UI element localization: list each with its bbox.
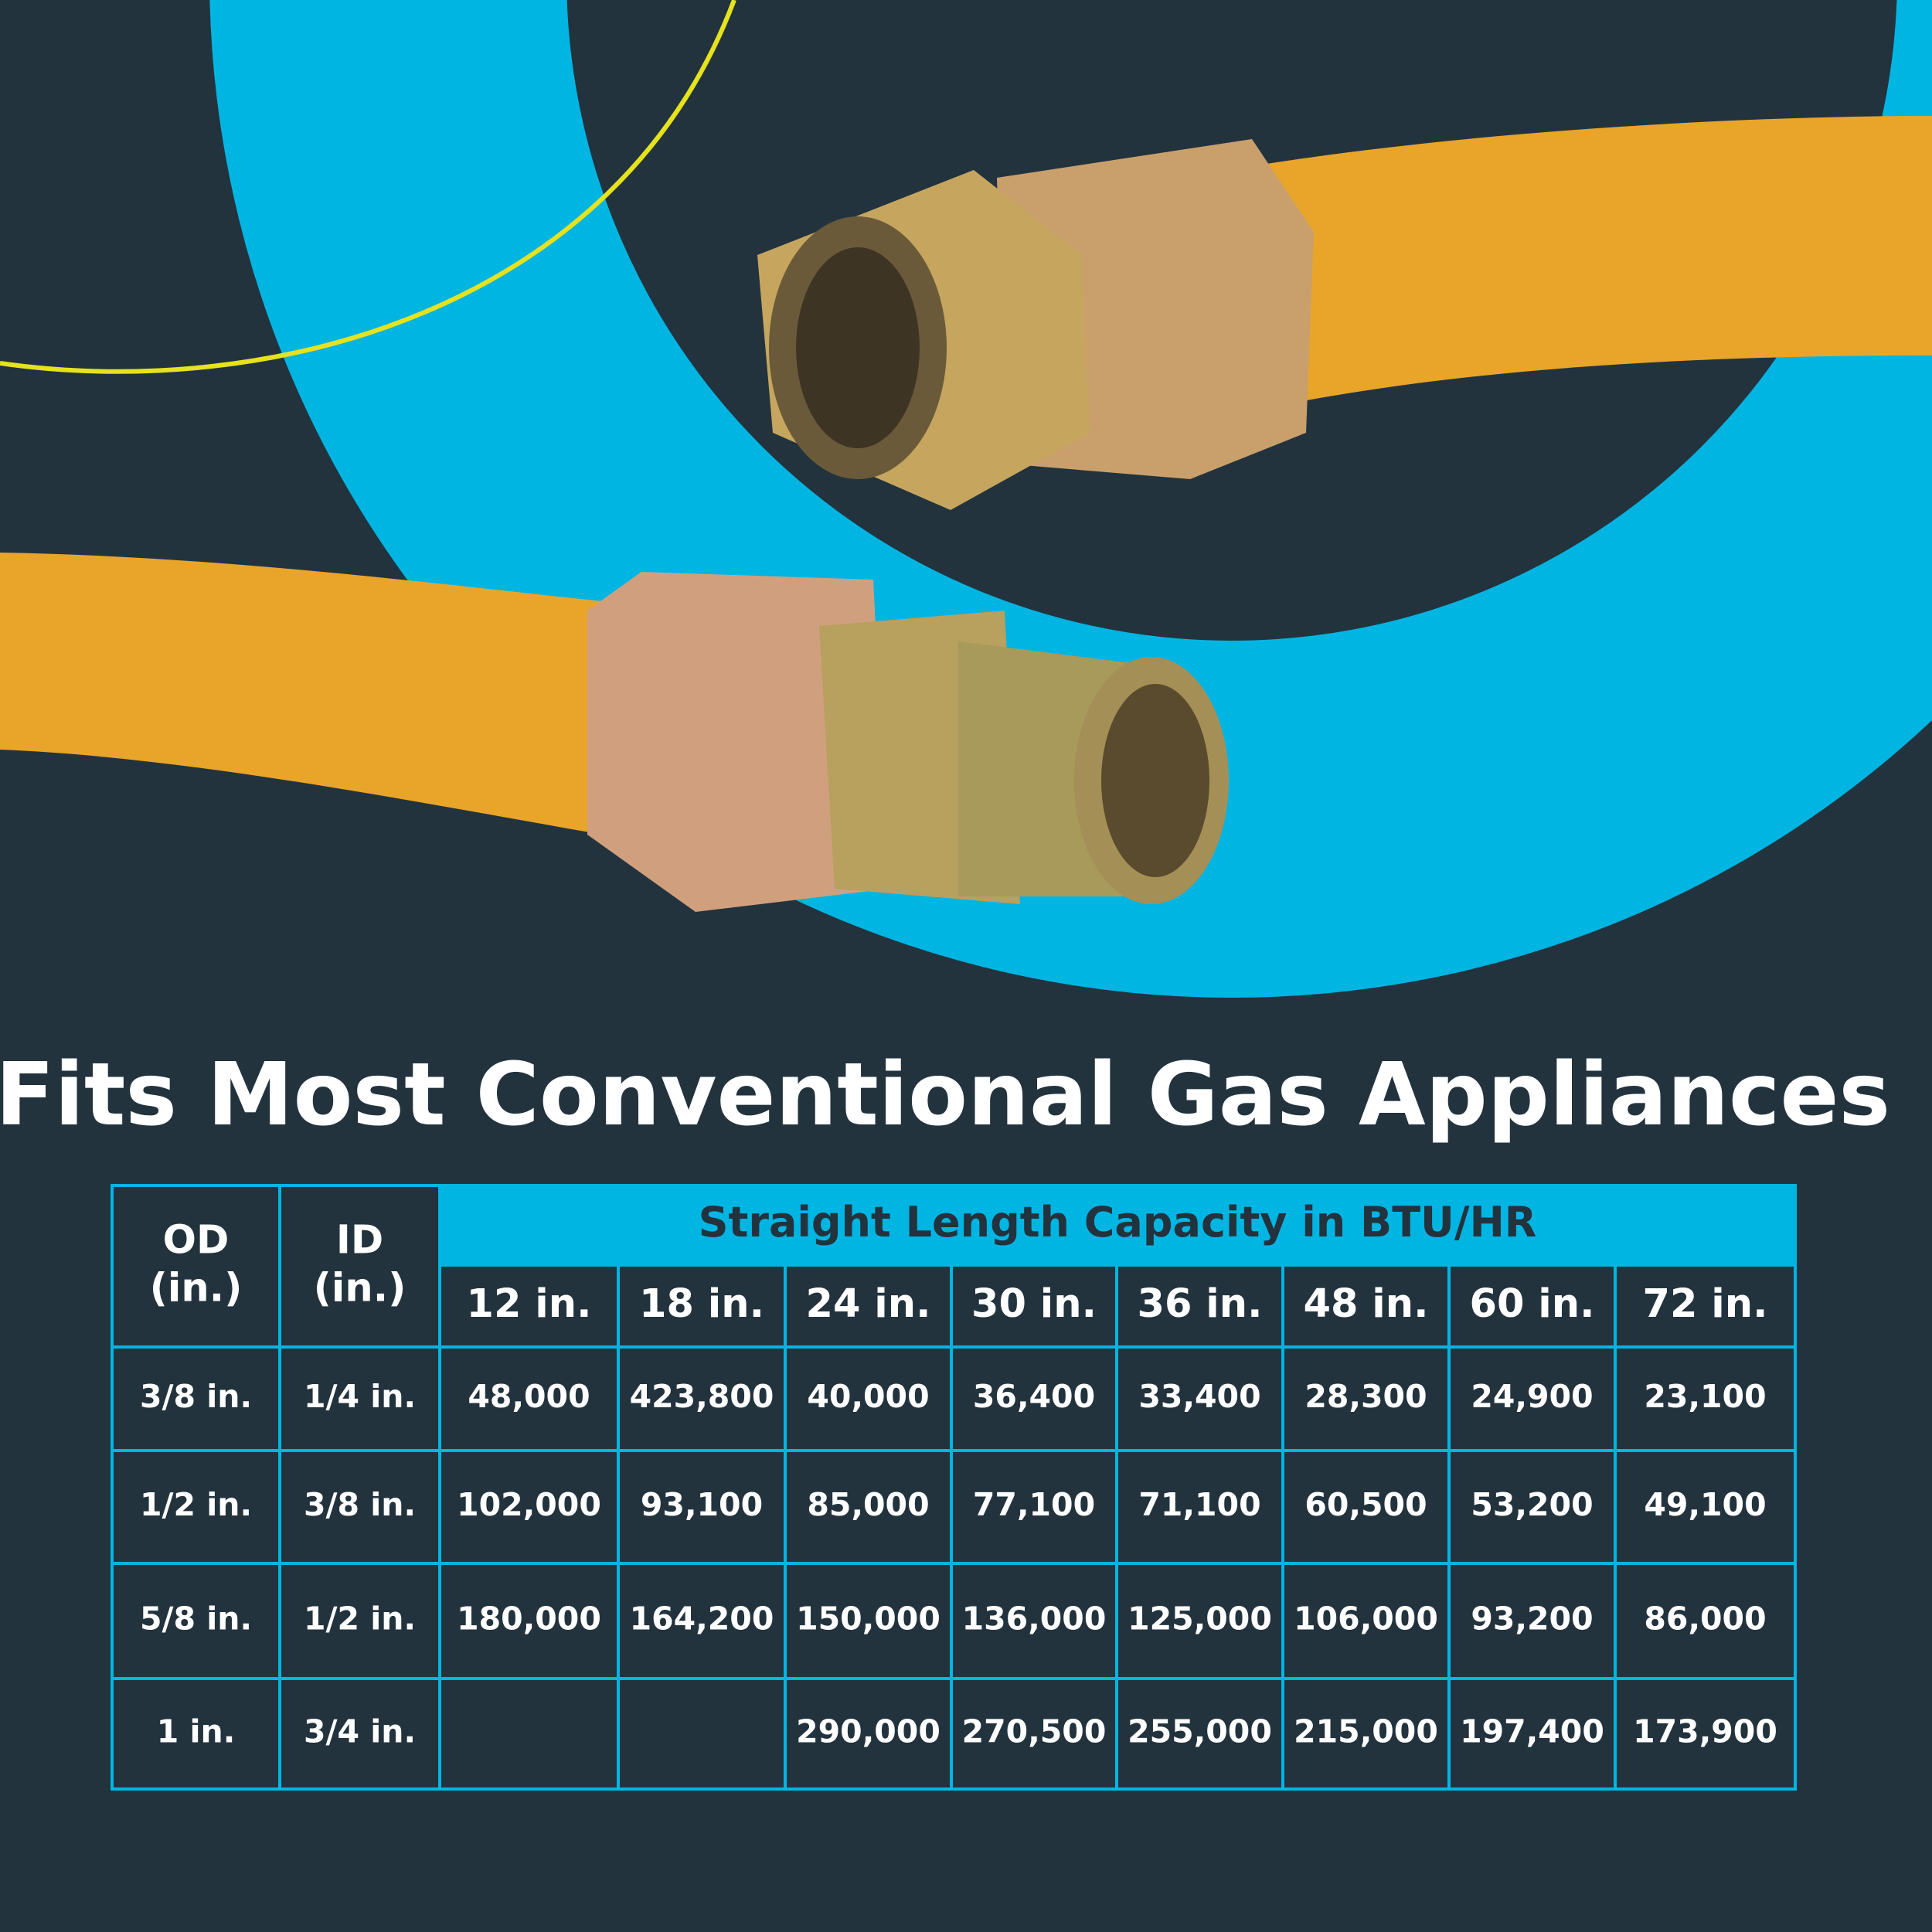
capacity-cell: 106,000 — [1294, 1600, 1438, 1638]
fitting-upper — [757, 139, 1314, 510]
capacity-cell: 23,100 — [1644, 1378, 1766, 1415]
yellow-arc — [0, 0, 736, 374]
capacity-cell: 197,400 — [1460, 1713, 1604, 1750]
capacity-cell: 164,200 — [630, 1600, 774, 1638]
capacity-cell: 270,500 — [962, 1713, 1107, 1750]
capacity-cell: 24,900 — [1471, 1378, 1593, 1415]
capacity-cell: 102,000 — [457, 1486, 601, 1523]
table-border — [111, 1184, 1797, 1791]
capacity-cell: 180,000 — [457, 1600, 601, 1638]
column-header: OD — [163, 1218, 230, 1264]
fitting-lower — [587, 572, 1229, 912]
capacity-cell: 290,000 — [796, 1713, 940, 1750]
length-header: 48 in. — [1304, 1281, 1429, 1327]
row-label: 1/2 in. — [304, 1600, 416, 1638]
hose-upper — [1252, 116, 1932, 402]
capacity-cell: 93,200 — [1471, 1600, 1593, 1638]
column-header: (in.) — [150, 1266, 243, 1311]
thread-inner — [796, 247, 920, 448]
row-label: 5/8 in. — [140, 1600, 252, 1638]
capacity-cell: 173,900 — [1633, 1713, 1777, 1750]
length-header: 30 in. — [971, 1281, 1097, 1327]
title: Fits Most Conventional Gas Appliances — [0, 1045, 1890, 1145]
cyan-ring — [209, 0, 1932, 998]
capacity-cell: 150,000 — [796, 1600, 940, 1638]
capacity-cell: 125,000 — [1128, 1600, 1272, 1638]
length-header: 18 in. — [639, 1281, 764, 1327]
group-header-band — [440, 1185, 1795, 1265]
hose-lower — [0, 553, 618, 835]
row-label: 1/4 in. — [304, 1378, 416, 1415]
capacity-cell: 53,200 — [1471, 1486, 1593, 1523]
capacity-cell: 40,000 — [807, 1378, 929, 1415]
capacity-cell: 85,000 — [807, 1486, 929, 1523]
column-header: ID — [336, 1218, 383, 1264]
row-label: 3/4 in. — [304, 1713, 416, 1750]
capacity-cell: 423,800 — [630, 1378, 774, 1415]
group-header: Straight Length Capacity in BTU/HR — [699, 1198, 1537, 1247]
capacity-cell: 36,400 — [973, 1378, 1095, 1415]
length-header: 24 in. — [806, 1281, 931, 1327]
capacity-cell: 71,100 — [1138, 1486, 1260, 1523]
length-header: 12 in. — [467, 1281, 592, 1327]
length-header: 60 in. — [1470, 1281, 1595, 1327]
row-label: 1/2 in. — [140, 1486, 252, 1523]
capacity-cell: 77,100 — [973, 1486, 1095, 1523]
column-header: (in.) — [314, 1266, 406, 1311]
capacity-cell: 215,000 — [1294, 1713, 1438, 1750]
row-label: 1 in. — [157, 1713, 236, 1750]
capacity-cell: 93,100 — [641, 1486, 763, 1523]
nut — [587, 572, 889, 912]
capacity-cell: 60,500 — [1304, 1486, 1427, 1523]
thread-inner — [1101, 684, 1209, 877]
row-label: 3/8 in. — [140, 1378, 252, 1415]
capacity-cell: 48,000 — [468, 1378, 590, 1415]
capacity-table: Straight Length Capacity in BTU/HROD(in.… — [111, 1184, 1797, 1791]
capacity-cell: 33,400 — [1138, 1378, 1260, 1415]
capacity-cell: 86,000 — [1644, 1600, 1766, 1638]
capacity-cell: 49,100 — [1644, 1486, 1766, 1523]
length-header: 72 in. — [1643, 1281, 1768, 1327]
length-header: 36 in. — [1138, 1281, 1263, 1327]
row-label: 3/8 in. — [304, 1486, 416, 1523]
capacity-cell: 255,000 — [1128, 1713, 1272, 1750]
capacity-cell: 136,000 — [962, 1600, 1107, 1638]
capacity-cell: 28,300 — [1304, 1378, 1427, 1415]
